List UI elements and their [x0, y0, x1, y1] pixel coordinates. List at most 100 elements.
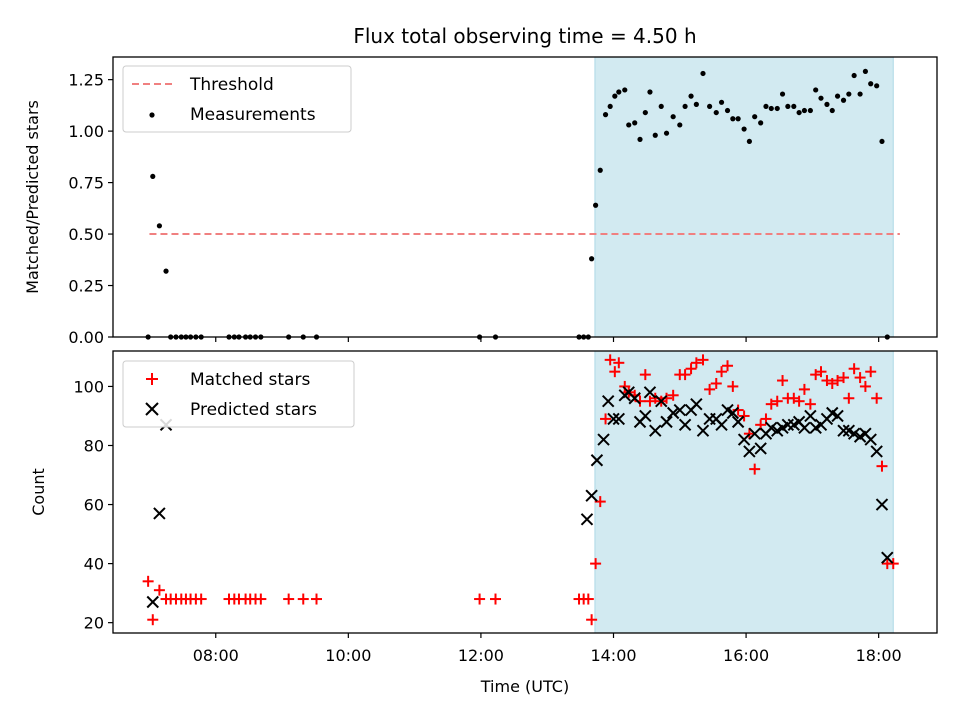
- measurement-point: [647, 89, 653, 95]
- predicted-star-point: [678, 418, 692, 432]
- matched-star-point: [815, 366, 827, 378]
- measurement-point: [846, 91, 852, 97]
- threshold-legend-label: Threshold: [189, 75, 274, 95]
- predicted-star-point: [837, 424, 850, 437]
- measurement-point: [688, 93, 694, 99]
- count-x-tick-label: 08:00: [193, 646, 239, 665]
- measurement-point: [796, 109, 802, 116]
- predicted-star-point: [666, 406, 680, 420]
- count-x-axis-label: Time (UTC): [480, 677, 569, 696]
- matched-star-point: [765, 398, 777, 410]
- measurement-point: [801, 107, 808, 114]
- measurement-point: [597, 167, 603, 173]
- count-y-tick-label: 20: [84, 614, 104, 633]
- count-y-tick-label: 80: [84, 436, 104, 455]
- matched-star-point: [749, 463, 761, 475]
- measurement-point: [735, 116, 741, 122]
- predicted-star-point: [153, 507, 166, 520]
- matched-star-point: [722, 360, 734, 372]
- matched-star-point: [793, 395, 805, 407]
- measurement-point: [150, 173, 156, 180]
- count-plot-frame: [112, 350, 938, 634]
- measurement-point: [626, 122, 632, 128]
- matched-star-point: [474, 593, 486, 605]
- ratio-y-tick-label: 1.25: [68, 71, 104, 90]
- matched-star-point: [887, 558, 899, 570]
- measurement-point: [807, 107, 813, 114]
- matched-star-point: [798, 383, 810, 395]
- matched-star-point: [297, 593, 309, 605]
- measurement-point: [589, 256, 595, 262]
- count-y-axis: 20 40 60 80 100: [73, 377, 113, 633]
- measurement-point: [768, 105, 774, 112]
- predicted-star-point: [881, 551, 894, 564]
- measurements-legend-label: Measurements: [190, 105, 316, 125]
- measurement-point: [713, 109, 719, 116]
- predicted-star-point: [754, 442, 767, 455]
- measurement-point: [824, 101, 830, 107]
- matched-star-point: [195, 593, 207, 605]
- measurement-point: [874, 83, 880, 89]
- measurement-point: [658, 103, 664, 110]
- ratio-y-axis-label: Matched/Predicted stars: [23, 100, 42, 294]
- matched-star-point: [153, 584, 165, 596]
- measurement-point: [818, 95, 824, 101]
- measurement-point: [612, 93, 618, 99]
- predicted-star-point: [660, 415, 673, 429]
- measurement-point: [785, 103, 791, 110]
- ratio-y-tick-label: 1.00: [68, 122, 104, 141]
- measurement-point: [779, 91, 786, 97]
- matched-star-point: [832, 375, 844, 387]
- matched-star-point: [697, 354, 709, 366]
- observing-window-shade-top: [594, 56, 894, 338]
- predicted-star-point: [804, 409, 817, 423]
- matched-star-point: [876, 460, 888, 472]
- predicted-star-point: [847, 427, 861, 440]
- count-x-tick-label: 10:00: [325, 646, 371, 665]
- count-panel: 20 40 60 80 100 08:00 10:00 12:00 14:00 16:00 18:…: [29, 350, 938, 696]
- ratio-y-tick-label: 0.00: [68, 328, 104, 347]
- measurement-point: [774, 105, 780, 112]
- predicted-star-point: [743, 445, 756, 458]
- measurements-legend-swatch: [149, 112, 155, 118]
- predicted-star-point: [607, 412, 620, 426]
- measurement-point: [707, 103, 713, 110]
- matched-star-point: [838, 372, 850, 384]
- matched-star-point: [804, 398, 816, 410]
- matched-star-point: [727, 380, 739, 392]
- predicted-star-point: [585, 489, 598, 502]
- predicted-star-point: [628, 392, 641, 405]
- matched-star-point: [590, 558, 602, 570]
- predicted-star-point: [601, 394, 615, 408]
- count-x-tick-label: 18:00: [856, 646, 902, 665]
- predicted-star-point: [737, 433, 751, 446]
- measurement-point: [857, 91, 863, 97]
- measurement-point: [718, 99, 725, 105]
- ratio-y-axis: 0.00 0.25 0.50 0.75 1.00 1.25: [68, 71, 113, 347]
- count-legend: Matched stars Predicted stars: [122, 360, 355, 428]
- matched-star-point: [716, 366, 728, 378]
- matched-star-point: [771, 395, 783, 407]
- predicted-star-point: [146, 595, 159, 609]
- matched-star-point: [710, 377, 722, 389]
- matched-star-point: [311, 593, 323, 605]
- ratio-panel: 0.00 0.25 0.50 0.75 1.00 1.25 Matched/Predict…: [23, 56, 938, 347]
- matched-star-point: [586, 614, 598, 626]
- measurement-point: [813, 87, 819, 93]
- measurement-point: [682, 103, 688, 110]
- count-y-tick-label: 100: [73, 377, 104, 396]
- matched-star-point: [871, 392, 883, 404]
- measurement-point: [868, 81, 874, 87]
- matched-stars-legend-label: Matched stars: [190, 370, 310, 390]
- matched-star-point: [147, 614, 159, 626]
- predicted-star-point: [655, 394, 668, 408]
- ratio-legend: Threshold Measurements: [122, 65, 352, 133]
- predicted-star-point: [748, 427, 761, 440]
- measurement-point: [663, 130, 670, 136]
- measurement-point: [851, 72, 857, 79]
- matched-star-point: [283, 593, 295, 605]
- predicted-stars-series: [146, 386, 894, 609]
- predicted-star-point: [643, 386, 657, 399]
- predicted-star-point: [726, 406, 740, 420]
